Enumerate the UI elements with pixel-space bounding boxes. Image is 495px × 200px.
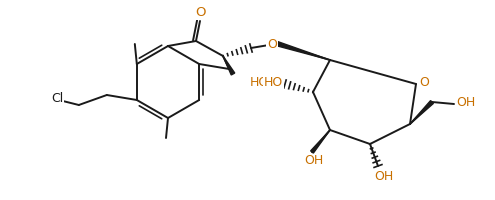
Text: HO: HO — [250, 75, 269, 88]
Text: O: O — [196, 6, 206, 20]
Text: OH: OH — [304, 154, 324, 168]
Text: OH: OH — [456, 97, 476, 110]
Text: O: O — [419, 75, 429, 88]
Text: Cl: Cl — [51, 92, 63, 104]
Text: O: O — [267, 38, 277, 51]
Polygon shape — [274, 41, 330, 60]
Text: HO: HO — [264, 76, 283, 90]
Text: OH: OH — [374, 170, 394, 182]
Polygon shape — [410, 101, 434, 124]
Polygon shape — [223, 56, 235, 75]
Polygon shape — [311, 130, 330, 153]
